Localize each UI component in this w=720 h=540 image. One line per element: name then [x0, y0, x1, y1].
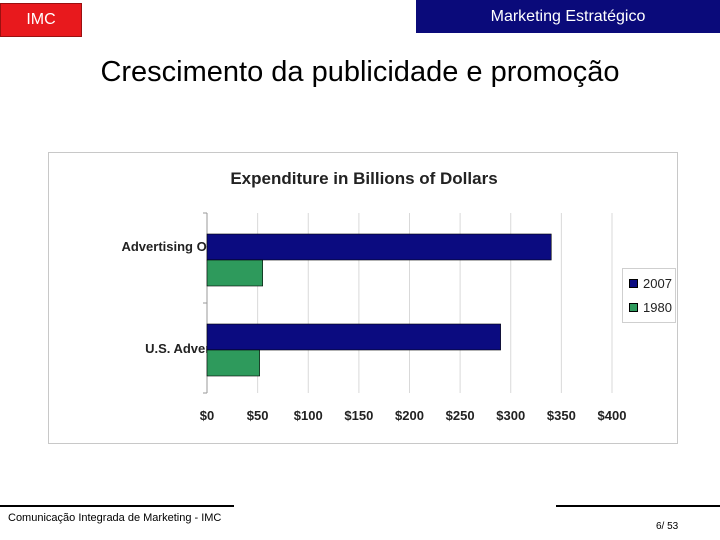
x-tick-label: $100 — [294, 408, 323, 423]
legend-item-2007: 2007 — [629, 276, 672, 291]
bar-2007 — [206, 233, 552, 261]
bar-1980 — [206, 349, 260, 377]
page-number: 6/ 53 — [656, 521, 679, 532]
legend-item-1980: 1980 — [629, 300, 672, 315]
x-tick-label: $350 — [547, 408, 576, 423]
legend-swatch-2007 — [629, 279, 638, 288]
x-tick-label: $150 — [344, 408, 373, 423]
x-tick-label: $400 — [598, 408, 627, 423]
chart-legend: 2007 1980 — [622, 268, 676, 323]
slide-title: Crescimento da publicidade e promoção — [100, 56, 620, 88]
legend-label-2007: 2007 — [643, 276, 672, 291]
footer-text: Comunicação Integrada de Marketing - IMC — [8, 512, 222, 524]
imc-tag: IMC — [0, 3, 82, 37]
legend-swatch-1980 — [629, 303, 638, 312]
x-tick-label: $0 — [200, 408, 214, 423]
footer-rule-right — [556, 505, 720, 507]
chart-title: Expenditure in Billions of Dollars — [230, 169, 498, 188]
x-tick-label: $300 — [496, 408, 525, 423]
course-title: Marketing Estratégico — [416, 0, 720, 33]
x-tick-label: $250 — [446, 408, 475, 423]
x-tick-label: $200 — [395, 408, 424, 423]
footer-rule-left — [0, 505, 234, 507]
bar-2007 — [206, 323, 501, 351]
legend-label-1980: 1980 — [643, 300, 672, 315]
chart-frame: Expenditure in Billions of Dollars Adver… — [48, 152, 678, 444]
bar-chart-plot: $0 $50 $100 $150 $200 $250 $300 $350 $400 — [200, 212, 627, 423]
x-tick-label: $50 — [247, 408, 269, 423]
bar-1980 — [206, 259, 263, 287]
